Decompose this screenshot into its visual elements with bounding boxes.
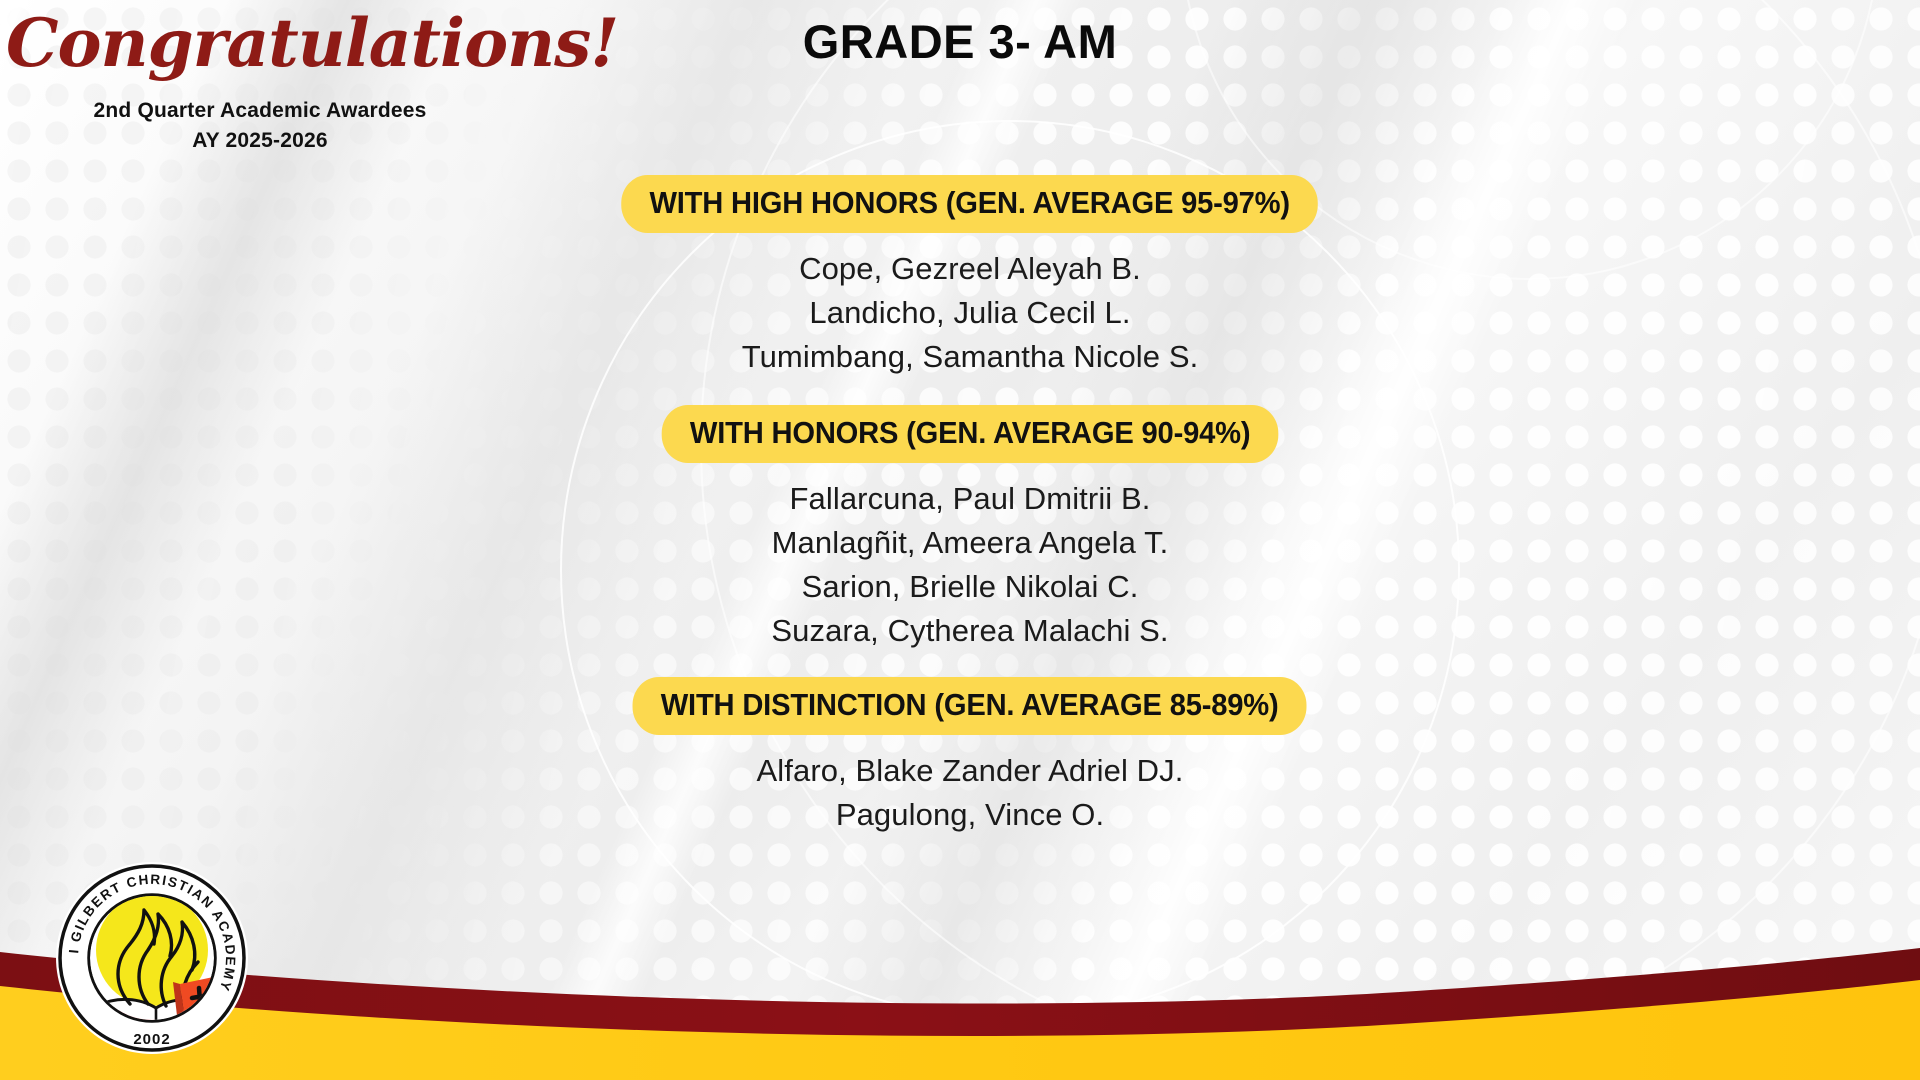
awardee-names-high-honors: Cope, Gezreel Aleyah B. Landicho, Julia … <box>400 247 1540 379</box>
subtitle-academic-year: AY 2025-2026 <box>192 129 328 153</box>
list-item: Sarion, Brielle Nikolai C. <box>801 569 1139 605</box>
congratulations-heading: Congratulations! <box>6 4 619 82</box>
status-badge: WITH HONORS (GEN. AVERAGE 90-94%) <box>661 405 1279 464</box>
subtitle-block: 2nd Quarter Academic Awardees AY 2025-20… <box>0 96 520 157</box>
list-item: Landicho, Julia Cecil L. <box>809 295 1131 331</box>
list-item: Manlagñit, Ameera Angela T. <box>771 525 1169 561</box>
awardee-names-honors: Fallarcuna, Paul Dmitrii B. Manlagñit, A… <box>400 477 1540 653</box>
list-item: Cope, Gezreel Aleyah B. <box>799 251 1141 286</box>
list-item: Tumimbang, Samantha Nicole S. <box>741 339 1199 375</box>
list-item: Fallarcuna, Paul Dmitrii B. <box>789 481 1151 517</box>
awards-list: WITH HIGH HONORS (GEN. AVERAGE 95-97%) C… <box>400 175 1540 837</box>
list-item: Pagulong, Vince O. <box>835 797 1105 833</box>
subtitle-quarter: 2nd Quarter Academic Awardees <box>93 99 427 122</box>
award-section-honors: WITH HONORS (GEN. AVERAGE 90-94%) Fallar… <box>400 405 1540 653</box>
list-item: Suzara, Cytherea Malachi S. <box>771 613 1169 649</box>
status-badge: WITH DISTINCTION (GEN. AVERAGE 85-89%) <box>632 677 1308 736</box>
award-section-distinction: WITH DISTINCTION (GEN. AVERAGE 85-89%) A… <box>400 677 1540 837</box>
academy-logo-seal: ANGELI GILBERT CHRISTIAN ACADEMY 2002 <box>52 858 252 1058</box>
logo-year: 2002 <box>133 1031 170 1048</box>
page-title: GRADE 3- AM <box>802 15 1118 68</box>
list-item: Alfaro, Blake Zander Adriel DJ. <box>756 753 1184 789</box>
congratulations-block: Congratulations! 2nd Quarter Academic Aw… <box>0 4 619 157</box>
awardee-names-distinction: Alfaro, Blake Zander Adriel DJ. Pagulong… <box>400 749 1540 837</box>
status-badge: WITH HIGH HONORS (GEN. AVERAGE 95-97%) <box>621 175 1319 233</box>
footer-wave-decoration <box>0 890 1920 1080</box>
award-section-high-honors: WITH HIGH HONORS (GEN. AVERAGE 95-97%) C… <box>400 175 1540 379</box>
